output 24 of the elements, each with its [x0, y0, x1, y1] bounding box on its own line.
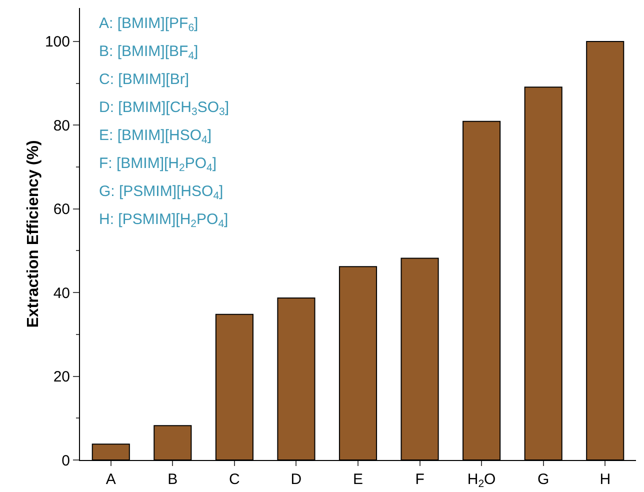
x-tick-label: C [229, 471, 240, 488]
x-tick-label: E [352, 471, 364, 488]
annotation: D: [BMIM][CH$_{3}$SO$_{3}$] [99, 99, 230, 118]
y-tick-label: 40 [53, 284, 70, 302]
annotation: F: [BMIM][H$_{2}$PO$_{4}$] [99, 155, 217, 174]
x-tick-label: H$_{2}$O [467, 471, 496, 490]
y-tick-label: 20 [53, 368, 70, 386]
annotation: C: [BMIM][Br] [99, 71, 189, 88]
x-tick-label: G [537, 471, 550, 488]
y-tick-label: 100 [44, 34, 70, 51]
annotation: G: [PSMIM][HSO$_{4}$] [99, 183, 224, 202]
x-tick-label: D [290, 471, 302, 488]
y-tick-label: 80 [53, 117, 70, 134]
y-tick-label: 60 [53, 201, 70, 218]
x-tick-label: F [415, 471, 424, 488]
x-tick-label: H [600, 471, 611, 488]
annotation: E: [BMIM][HSO$_{4}$] [99, 127, 212, 146]
x-tick-label: B [168, 471, 178, 488]
annotation: B: [BMIM][BF$_{4}$] [99, 43, 198, 62]
y-tick-label: 0 [62, 452, 70, 470]
annotation: A: [BMIM][PF$_{6}$] [99, 15, 198, 34]
y-axis-title: Extraction Efficiency (%) [25, 140, 42, 328]
x-tick-label: A [106, 471, 116, 488]
annotation: H: [PSMIM][H$_{2}$PO$_{4}$] [99, 211, 228, 230]
